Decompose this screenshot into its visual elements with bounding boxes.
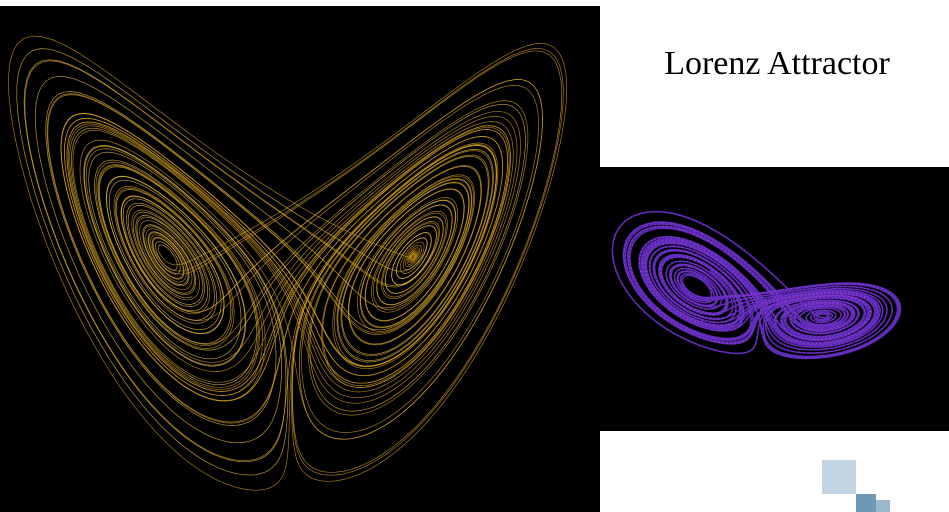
attractor-trace: [66, 121, 511, 392]
logo-square-medium: [856, 494, 876, 512]
lorenz-butterfly-svg: [8, 35, 568, 491]
attractor-trace: [8, 35, 498, 491]
lorenz-butterfly-image: [0, 6, 600, 512]
blue-squares-logo-icon: [820, 460, 890, 512]
logo-square-small: [876, 500, 890, 512]
attractor-trace: [67, 85, 539, 433]
attractor-trace: [23, 59, 543, 463]
attractor-trace: [116, 91, 529, 416]
attractor-trace: [79, 79, 543, 440]
attractor-trace: [69, 110, 521, 404]
lorenz-purple-svg: [611, 210, 902, 360]
page-title: Lorenz Attractor: [664, 45, 890, 82]
attractor-trace: [45, 91, 472, 426]
attractor-trace: [71, 127, 258, 386]
logo-square-large: [822, 460, 856, 494]
attractor-trace: [16, 48, 433, 476]
attractor-trace: [120, 50, 563, 473]
lorenz-purple-image: [584, 167, 949, 431]
purple-attractor-highlight: [612, 211, 901, 359]
attractor-trace: [399, 241, 425, 270]
attractor-trace: [34, 75, 526, 444]
attractor-trace: [126, 202, 217, 324]
attractor-trace: [24, 60, 499, 461]
attractor-trace: [46, 93, 510, 424]
attractor-trace: [60, 48, 564, 476]
